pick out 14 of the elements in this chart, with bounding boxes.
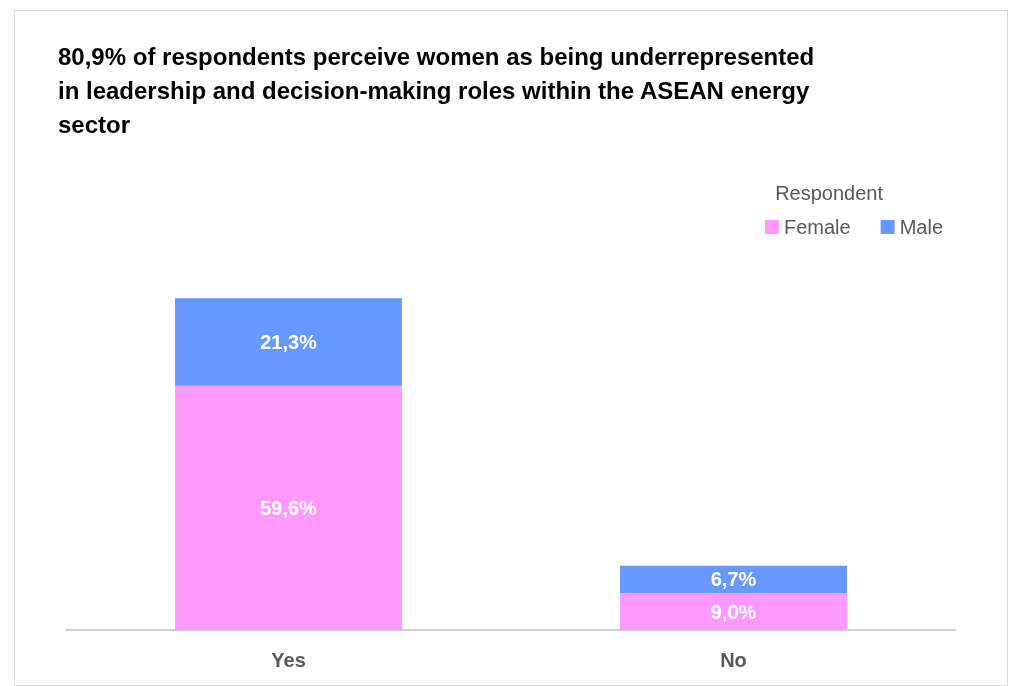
legend-label: Male xyxy=(899,216,944,238)
data-label: 6,7% xyxy=(710,568,757,591)
legend-title: Respondent xyxy=(775,182,884,204)
x-tick-label: No xyxy=(720,649,747,671)
x-tick-label: Yes xyxy=(271,649,306,671)
bar xyxy=(175,385,402,630)
data-label: 9,0% xyxy=(710,600,757,623)
chart-title: 80,9% of respondents perceive women as being underrepresented in leadership and decision-making roles within the ASEAN energy sector xyxy=(58,42,816,140)
legend-label: Female xyxy=(783,216,851,238)
bar xyxy=(175,298,402,386)
data-label: 59,6% xyxy=(260,496,318,519)
data-label: 21,3% xyxy=(260,330,318,353)
bar xyxy=(620,565,847,594)
bar xyxy=(620,593,847,630)
